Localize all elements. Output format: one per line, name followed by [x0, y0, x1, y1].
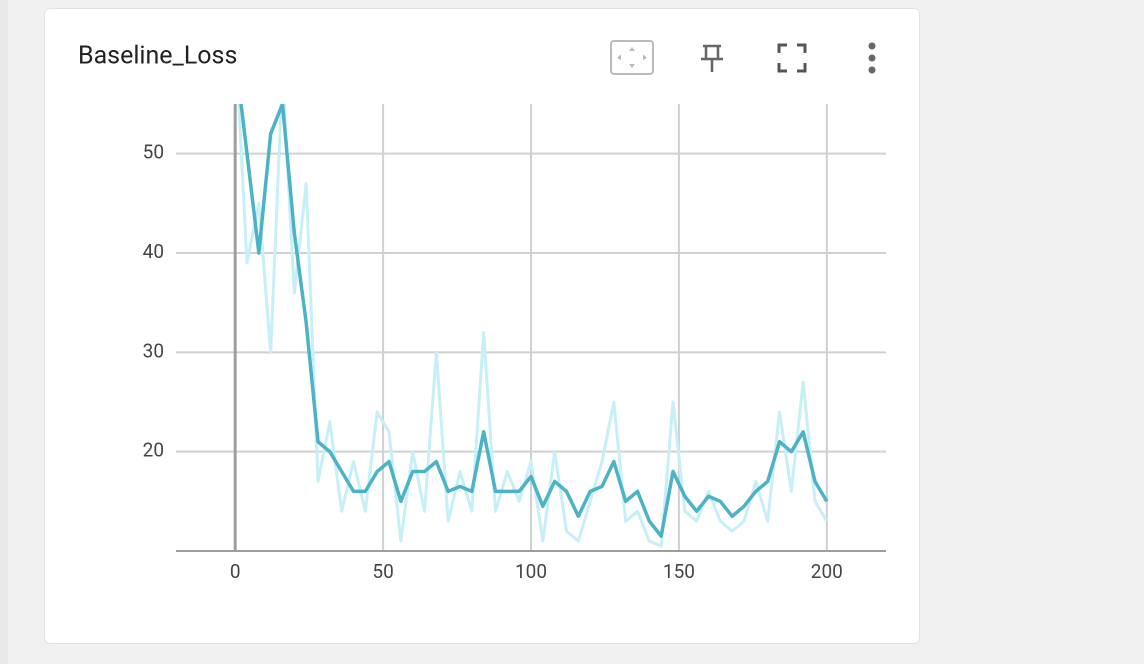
x-tick-label: 200 — [811, 560, 843, 583]
card — [44, 8, 920, 644]
y-tick-label: 50 — [143, 141, 164, 164]
more-button[interactable] — [868, 42, 876, 74]
pin-button[interactable] — [701, 44, 723, 72]
x-tick-label: 0 — [230, 560, 241, 583]
series-line — [239, 104, 829, 538]
y-tick-label: 40 — [143, 240, 164, 263]
y-tick-label: 20 — [143, 439, 164, 462]
chart-title: Baseline_Loss — [78, 42, 237, 71]
x-tick-label: 150 — [663, 560, 695, 583]
series-line — [237, 104, 829, 548]
x-tick-label: 100 — [515, 560, 547, 583]
x-tick-label: 50 — [372, 560, 393, 583]
y-tick-label: 30 — [143, 339, 164, 362]
fit-button[interactable] — [610, 40, 654, 75]
sidebar-edge — [0, 0, 8, 664]
fullscreen-button[interactable] — [777, 43, 807, 73]
